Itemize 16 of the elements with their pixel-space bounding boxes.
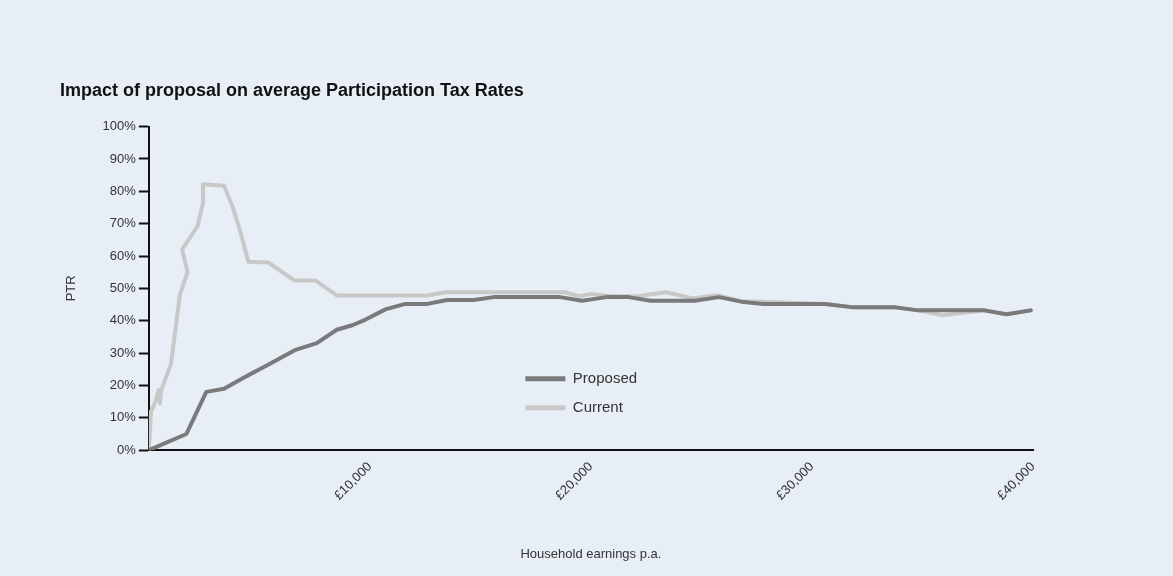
y-axis-title: PTR (63, 275, 79, 302)
y-tick-label: 90% (109, 150, 137, 166)
y-tick-label: 20% (109, 377, 137, 393)
x-axis-title: Household earnings p.a. (520, 545, 662, 561)
y-tick-label: 30% (109, 344, 137, 360)
y-tick-label: 10% (109, 409, 137, 425)
y-tick-label: 60% (109, 247, 137, 263)
chart-title: Impact of proposal on average Participation Tax Rates (60, 79, 524, 100)
legend-label: Proposed (572, 368, 638, 386)
legend-label: Current (572, 397, 624, 415)
y-tick-label: 50% (109, 279, 137, 295)
y-tick-label: 100% (102, 118, 137, 134)
y-tick-label: 40% (109, 312, 137, 328)
y-tick-label: 70% (109, 215, 137, 231)
y-tick-label: 80% (109, 182, 137, 198)
y-tick-label: 0% (117, 441, 137, 457)
